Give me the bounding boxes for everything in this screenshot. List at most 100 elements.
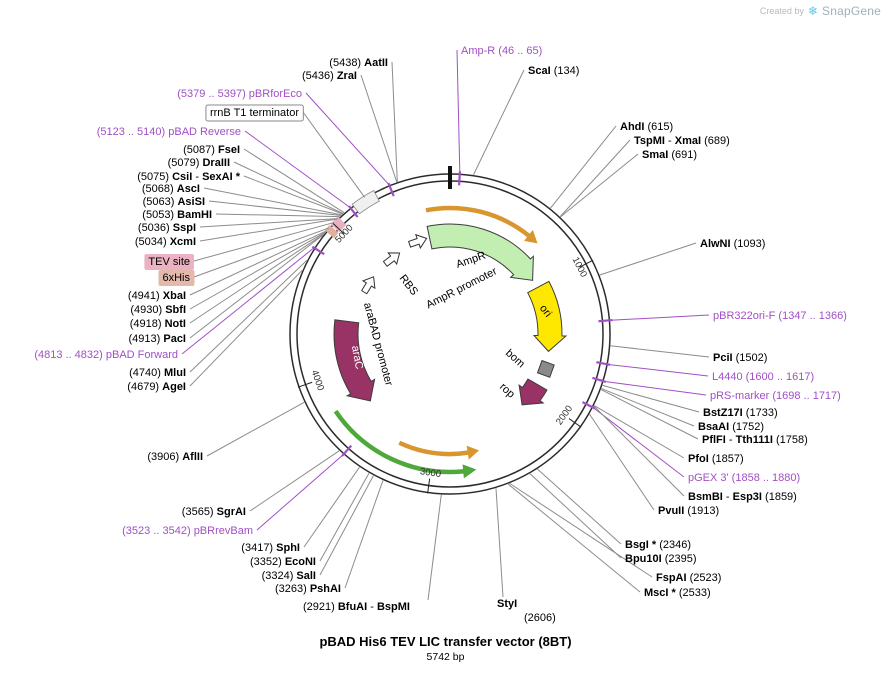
site-label-tspmi-xmai-689[interactable]: TspMI - XmaI (689) [634, 135, 730, 147]
leader-line-pflfi-tth111i-1758 [600, 389, 699, 440]
feature-name-ori[interactable]: ori [537, 303, 554, 320]
site-label-bsgi-2346[interactable]: BsgI * (2346) [625, 539, 691, 551]
feature-label-rrnb-t1-terminator[interactable]: rrnB T1 terminator [210, 107, 299, 119]
site-label-pfoi-1857[interactable]: PfoI (1857) [688, 453, 744, 465]
feature-ori[interactable] [527, 280, 568, 353]
primer-label-5379-5397-pbrforeco[interactable]: (5379 .. 5397) pBRforEco [177, 88, 302, 100]
leader-line-bsaai-1752 [601, 388, 695, 427]
feature-arac[interactable] [333, 319, 376, 402]
leader-line-pfoi-1857 [593, 405, 685, 459]
primer-label-3523-3542-pbrrevbam[interactable]: (3523 .. 3542) pBRrevBam [122, 525, 253, 537]
feature-label-tev-site[interactable]: TEV site [148, 256, 190, 268]
feature-name-ampr[interactable]: AmpR [455, 249, 488, 270]
primer-label-5123-5140-pbad-reverse[interactable]: (5123 .. 5140) pBAD Reverse [97, 126, 241, 138]
site-label-5079-draiii[interactable]: (5079) DraIII [168, 157, 230, 169]
primer-label-l4440-1600-1617[interactable]: L4440 (1600 .. 1617) [712, 371, 814, 383]
feature-name-arac[interactable]: araC [349, 345, 365, 371]
site-label-bpu10i-2395[interactable]: Bpu10I (2395) [625, 553, 697, 565]
leader-line-5436-zrai [360, 74, 398, 183]
primer-label-prs-marker-1698-1717[interactable]: pRS-marker (1698 .. 1717) [710, 390, 841, 402]
site-label-ahdi-615[interactable]: AhdI (615) [620, 121, 673, 133]
site-label-5436-zrai[interactable]: (5436) ZraI [302, 70, 357, 82]
feature-name-rop[interactable]: rop [497, 381, 517, 401]
snapgene-brand-text: SnapGene [822, 4, 881, 18]
site-label-pcii-1502[interactable]: PciI (1502) [713, 352, 767, 364]
site-label-5068-asci[interactable]: (5068) AscI [142, 183, 200, 195]
feature-name-rbs[interactable]: RBS [397, 273, 420, 298]
leader-line-6xhis [193, 227, 330, 278]
site-label-bsaai-1752[interactable]: BsaAI (1752) [698, 421, 764, 433]
leader-line-3263-pshai [344, 480, 384, 589]
tick-1000 [579, 259, 594, 268]
created-by-text: Created by [759, 6, 804, 16]
site-label-scai-134[interactable]: ScaI (134) [528, 65, 579, 77]
leader-line-pcii-1502 [610, 345, 710, 358]
site-label-alwni-1093[interactable]: AlwNI (1093) [700, 238, 765, 250]
orf-arrow-left-head[interactable] [462, 464, 477, 479]
leader-line-5087-fsei [243, 148, 345, 214]
primer-label-4813-4832-pbad-forward[interactable]: (4813 .. 4832) pBAD Forward [34, 349, 178, 361]
orf-arrow-top[interactable] [425, 205, 531, 238]
site-label-3324-sali[interactable]: (3324) SalI [262, 570, 316, 582]
feature-ampr[interactable] [426, 223, 534, 281]
arabad-promoter-arrow[interactable] [358, 273, 379, 296]
site-label-4740-mlui[interactable]: (4740) MluI [129, 367, 186, 379]
primer-label-amp-r-46-65[interactable]: Amp-R (46 .. 65) [461, 45, 542, 57]
site-label-5075-csii-sexai[interactable]: (5075) CsiI - SexAI * [137, 171, 240, 183]
leader-line-4679-agei [189, 269, 303, 387]
site-label-2606[interactable]: (2606) [524, 612, 556, 624]
primer-label-pbr322ori-f-1347-1366[interactable]: pBR322ori-F (1347 .. 1366) [713, 310, 847, 322]
rbs-arrow[interactable] [381, 247, 404, 269]
site-label-5053-bamhi[interactable]: (5053) BamHI [142, 209, 212, 221]
tick-3000 [427, 478, 431, 494]
leader-line-4941-xbai [189, 230, 327, 296]
site-label-2921-bfuai-bspmi[interactable]: (2921) BfuAI - BspMI [303, 601, 410, 613]
feature-label-6xhis[interactable]: 6xHis [162, 272, 190, 284]
orf-arrow-bottom-head[interactable] [466, 445, 480, 460]
feature-rop[interactable] [518, 378, 548, 406]
tick-label-4000: 4000 [309, 369, 326, 393]
site-label-3906-aflii[interactable]: (3906) AflII [147, 451, 203, 463]
site-label-5034-xcmi[interactable]: (5034) XcmI [135, 236, 196, 248]
site-label-pflfi-tth111i-1758[interactable]: PflFI - Tth111I (1758) [702, 434, 808, 446]
site-label-3565-sgrai[interactable]: (3565) SgrAI [182, 506, 246, 518]
site-label-4913-paci[interactable]: (4913) PacI [129, 333, 187, 345]
orf-arrow-left[interactable] [333, 409, 465, 475]
rrnb-terminator-ring-band[interactable] [351, 189, 380, 215]
leader-line-2921-bfuai-bspmi [427, 494, 442, 601]
feature-name-bom[interactable]: bom [503, 347, 527, 370]
site-label-3263-pshai[interactable]: (3263) PshAI [275, 583, 341, 595]
tick-label-1000: 1000 [570, 255, 589, 279]
site-label-5063-asisi[interactable]: (5063) AsiSI [143, 196, 205, 208]
site-label-smai-691[interactable]: SmaI (691) [642, 149, 697, 161]
site-label-bsmbi-esp3i-1859[interactable]: BsmBI - Esp3I (1859) [688, 491, 797, 503]
site-label-5036-sspi[interactable]: (5036) SspI [138, 222, 196, 234]
primer-label-pgex-3-1858-1880[interactable]: pGEX 3' (1858 .. 1880) [688, 472, 800, 484]
site-label-5438-aatii[interactable]: (5438) AatII [329, 57, 388, 69]
site-label-4941-xbai[interactable]: (4941) XbaI [128, 290, 186, 302]
site-label-4918-noti[interactable]: (4918) NotI [130, 318, 186, 330]
feature-bom[interactable] [536, 359, 555, 378]
site-label-3417-sphi[interactable]: (3417) SphI [241, 542, 300, 554]
site-label-bstz17i-1733[interactable]: BstZ17I (1733) [703, 407, 778, 419]
site-label-4679-agei[interactable]: (4679) AgeI [127, 381, 186, 393]
tick-4000 [297, 381, 313, 388]
orf-arrow-bottom[interactable] [398, 440, 470, 457]
site-label-fspai-2523[interactable]: FspAI (2523) [656, 572, 721, 584]
site-label-styi[interactable]: StyI [497, 598, 517, 610]
primer-tick [341, 444, 353, 457]
site-label-msci-2533[interactable]: MscI * (2533) [644, 587, 711, 599]
tev-site-ring-band[interactable] [330, 216, 347, 233]
leader-line-5053-bamhi [215, 213, 340, 218]
leader-line-5036-sspi [199, 218, 338, 228]
orf-arrow-top-head[interactable] [524, 229, 538, 244]
site-label-4930-sbfi[interactable]: (4930) SbfI [130, 304, 186, 316]
site-label-3352-econi[interactable]: (3352) EcoNI [250, 556, 316, 568]
site-label-5087-fsei[interactable]: (5087) FseI [183, 144, 240, 156]
leader-line-pgex-3-1858-1880 [592, 407, 685, 478]
leader-line-3324-sali [319, 475, 374, 576]
feature-name-ampr-promoter[interactable]: AmpR promoter [424, 265, 499, 311]
amp-r-promoter-arrow[interactable] [407, 232, 429, 251]
site-label-pvuii-1913[interactable]: PvuII (1913) [658, 505, 719, 517]
